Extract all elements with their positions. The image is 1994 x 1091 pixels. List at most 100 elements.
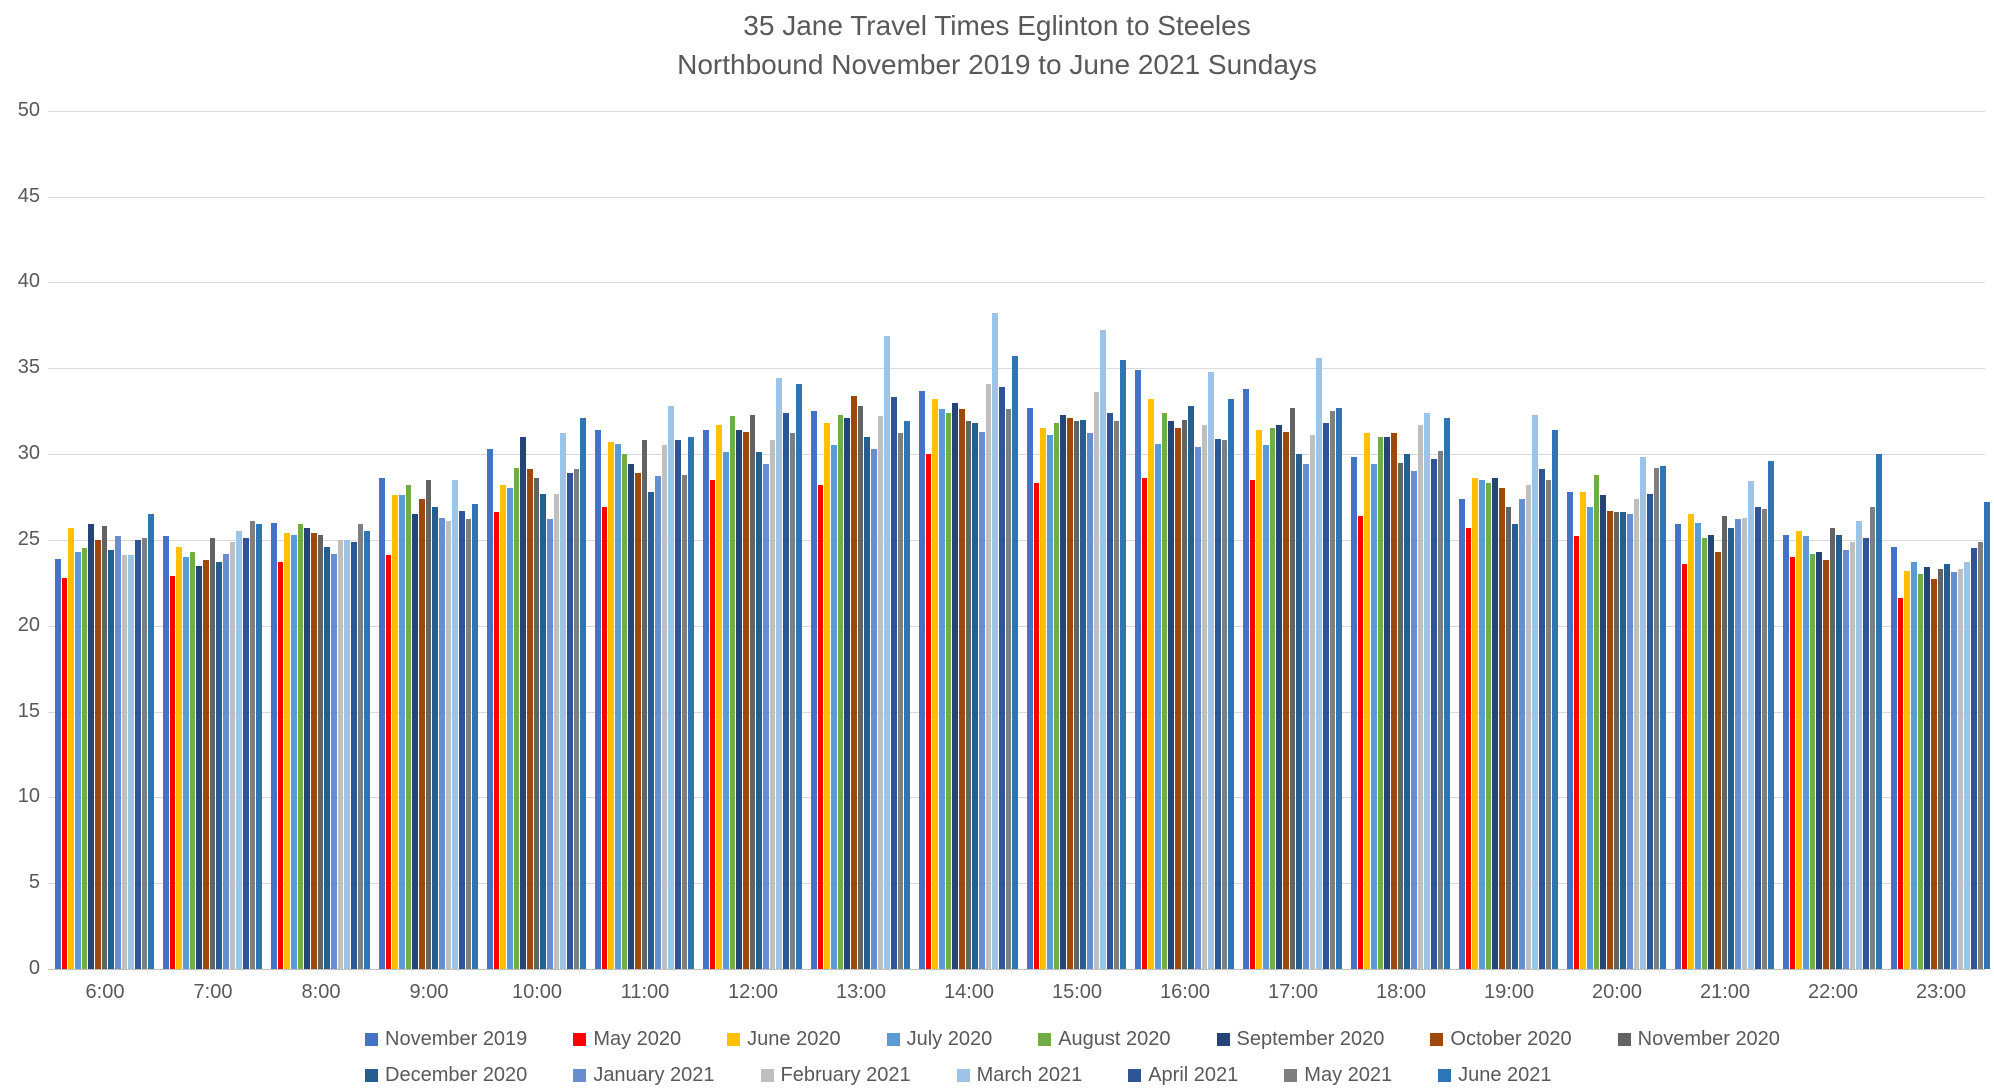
legend-item-november-2020: November 2020	[1617, 1028, 1780, 1051]
bar-february-2021-1700	[1309, 435, 1316, 969]
chart-title-line2: Northbound November 2019 to June 2021 Su…	[677, 49, 1317, 80]
bar-december-2020-2200	[1836, 534, 1842, 969]
bar-june-2021-1100	[688, 436, 694, 969]
bar-august-2020-600	[81, 548, 88, 969]
legend-item-june-2021: June 2021	[1438, 1064, 1552, 1087]
legend-item-august-2020: August 2020	[1038, 1028, 1171, 1051]
bar-may-2021-1000	[573, 469, 580, 969]
bar-april-2021-1200	[783, 412, 789, 969]
bar-october-2020-1700	[1283, 431, 1289, 969]
bar-june-2020-2200	[1796, 531, 1802, 969]
bar-may-2020-1700	[1249, 479, 1256, 969]
bar-august-2020-1800	[1377, 436, 1384, 969]
bar-may-2020-1500	[1033, 483, 1040, 969]
bar-november-2019-700	[163, 536, 169, 969]
bar-may-2021-1800	[1437, 450, 1444, 969]
bar-november-2020-1100	[641, 440, 648, 969]
x-tick-label: 6:00	[85, 981, 125, 1003]
bar-december-2020-1100	[648, 491, 654, 969]
bar-november-2019-600	[55, 558, 61, 969]
bar-november-2020-700	[209, 538, 216, 969]
legend-label: November 2020	[1637, 1028, 1780, 1050]
bar-january-2021-800	[331, 553, 337, 969]
legend-item-october-2020: October 2020	[1430, 1028, 1572, 1051]
bar-august-2020-2200	[1809, 553, 1816, 969]
gridline	[48, 282, 1985, 284]
bar-december-2020-800	[324, 546, 330, 969]
bar-december-2020-1400	[972, 423, 978, 969]
bar-november-2020-2200	[1829, 527, 1836, 969]
chart-title-line1: 35 Jane Travel Times Eglinton to Steeles	[743, 10, 1251, 41]
bar-june-2021-1000	[580, 417, 586, 969]
bar-july-2020-1300	[831, 445, 837, 969]
bar-september-2020-2100	[1708, 534, 1714, 969]
bar-may-2021-600	[141, 538, 148, 969]
bar-june-2020-700	[176, 546, 182, 969]
bar-june-2020-1400	[932, 399, 938, 969]
bar-may-2021-1300	[897, 433, 904, 969]
legend-swatch-icon	[956, 1069, 970, 1082]
bar-february-2021-1300	[877, 416, 884, 969]
bar-february-2021-1600	[1201, 424, 1208, 969]
bar-june-2020-1800	[1364, 433, 1370, 969]
bar-november-2020-1300	[857, 405, 864, 969]
bar-may-2021-700	[249, 520, 256, 969]
x-tick-label: 12:00	[727, 981, 779, 1003]
x-tick-label: 10:00	[511, 981, 563, 1003]
legend-label: August 2020	[1058, 1028, 1171, 1050]
legend-item-july-2020: July 2020	[886, 1028, 992, 1051]
x-tick-label: 18:00	[1375, 981, 1427, 1003]
bar-june-2020-2300	[1904, 570, 1910, 969]
bar-may-2020-1900	[1465, 527, 1472, 969]
bar-april-2021-1800	[1431, 459, 1437, 969]
bar-september-2020-1100	[628, 464, 634, 969]
bar-may-2021-1500	[1113, 421, 1120, 969]
bar-april-2021-1600	[1215, 438, 1221, 969]
bar-june-2021-1200	[796, 383, 802, 969]
bar-august-2020-700	[189, 551, 196, 969]
bar-may-2021-1400	[1005, 409, 1012, 969]
bar-february-2021-1400	[985, 383, 992, 969]
x-tick-label: 16:00	[1159, 981, 1211, 1003]
bar-november-2020-600	[101, 526, 108, 969]
legend-item-may-2020: May 2020	[573, 1028, 681, 1051]
bar-april-2021-1100	[675, 440, 681, 969]
legend-label: October 2020	[1450, 1028, 1572, 1050]
bar-december-2020-700	[216, 562, 222, 969]
bar-june-2021-800	[364, 531, 370, 969]
bar-october-2020-1400	[959, 409, 965, 969]
bar-may-2021-900	[465, 519, 472, 969]
bar-november-2019-2100	[1675, 524, 1681, 969]
x-tick-label: 20:00	[1591, 981, 1643, 1003]
bar-september-2020-900	[412, 514, 418, 969]
bar-august-2020-1100	[621, 454, 628, 969]
y-tick-label: 25	[17, 527, 40, 550]
x-tick-label: 21:00	[1699, 981, 1751, 1003]
bar-september-2020-1300	[844, 417, 850, 969]
bar-january-2021-600	[115, 536, 121, 969]
legend-swatch-icon	[573, 1033, 587, 1046]
legend-item-february-2021: February 2021	[760, 1064, 911, 1087]
bar-january-2021-1800	[1411, 471, 1417, 969]
bar-october-2020-800	[311, 532, 317, 969]
bar-march-2021-1800	[1424, 412, 1430, 969]
bar-january-2021-2100	[1735, 519, 1741, 969]
bar-january-2021-1000	[547, 519, 553, 969]
bar-june-2021-1900	[1552, 429, 1558, 969]
bar-september-2020-700	[196, 565, 202, 969]
chart-title: 35 Jane Travel Times Eglinton to Steeles…	[0, 6, 1994, 84]
bar-april-2021-700	[243, 538, 249, 969]
bar-december-2020-1600	[1188, 405, 1194, 969]
bar-march-2021-1200	[776, 378, 782, 969]
bar-august-2020-1000	[513, 467, 520, 969]
bar-june-2020-800	[284, 532, 290, 969]
bar-october-2020-1100	[635, 472, 641, 969]
bar-february-2021-1800	[1417, 424, 1424, 969]
bar-may-2020-1300	[817, 484, 824, 969]
bar-july-2020-1500	[1047, 435, 1053, 969]
bar-february-2021-1000	[553, 493, 560, 969]
x-tick-label: 15:00	[1051, 981, 1103, 1003]
bar-september-2020-1500	[1060, 414, 1066, 969]
bar-august-2020-2300	[1917, 574, 1924, 969]
